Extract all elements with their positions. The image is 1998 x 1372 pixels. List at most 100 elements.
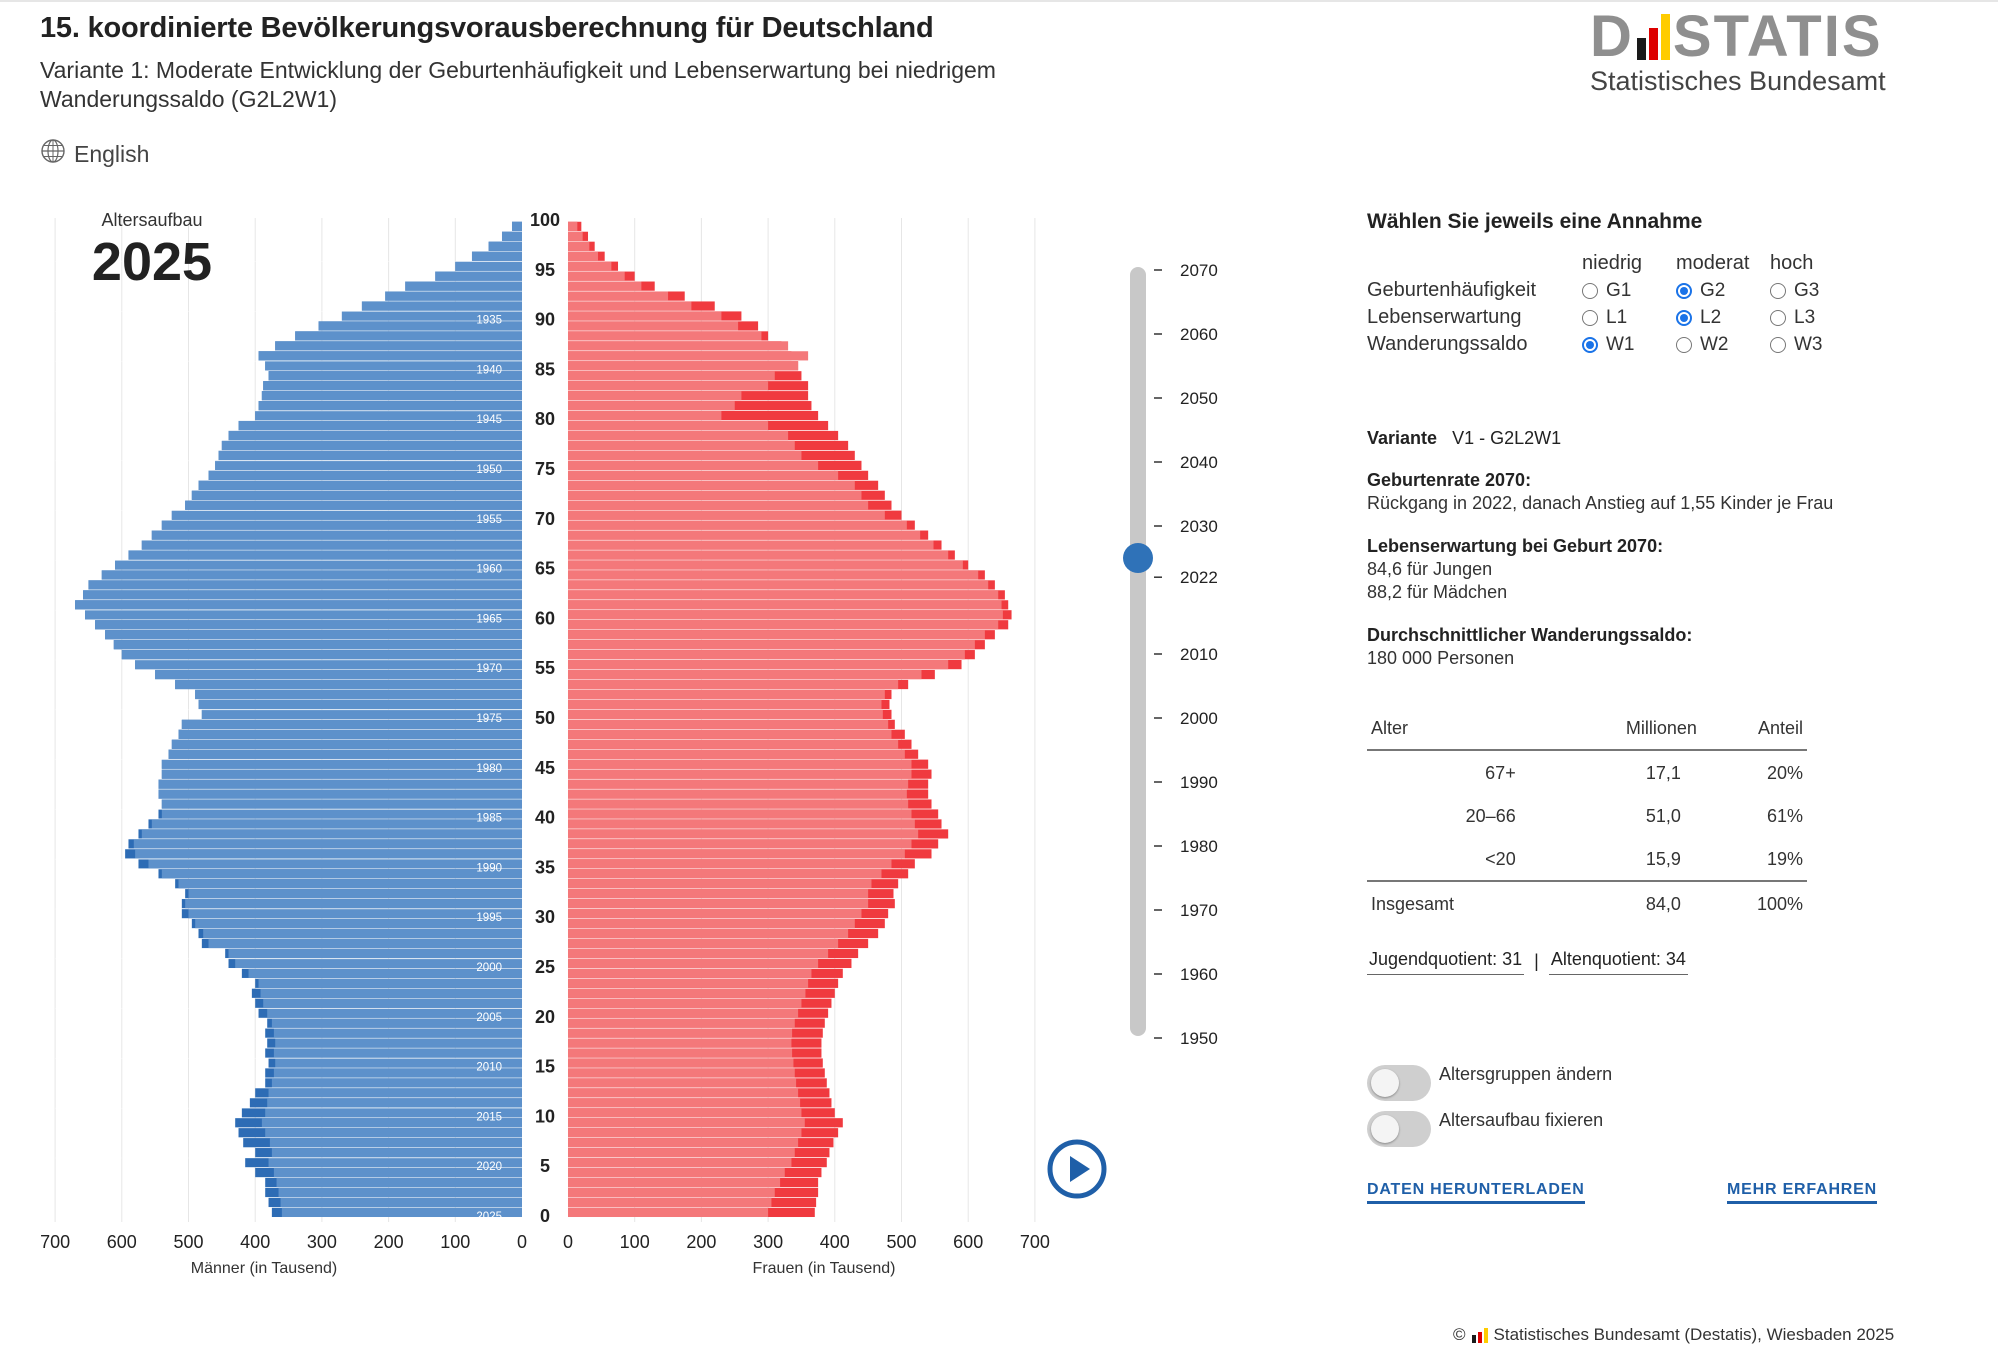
bar-women bbox=[568, 739, 899, 749]
year-timeline-slider[interactable]: 2070 2060 2050 2040 2030 2022 2010 2000 1990 1980… bbox=[1110, 260, 1260, 1060]
age-tick-label: 95 bbox=[535, 260, 555, 280]
timeline-year-label: 1960 bbox=[1180, 965, 1218, 984]
radio-g3[interactable]: G3 bbox=[1770, 279, 1850, 302]
x-tick-women: 300 bbox=[753, 1232, 783, 1252]
bar-women bbox=[568, 1207, 769, 1217]
bar-men bbox=[151, 819, 522, 829]
radio-dot[interactable] bbox=[1582, 309, 1598, 326]
birth-year-label: 1960 bbox=[476, 564, 502, 576]
bar-men bbox=[269, 1138, 522, 1148]
bar-men bbox=[273, 1028, 522, 1038]
toggle-change-age-groups[interactable]: Altersgruppen ändern bbox=[1367, 1064, 1907, 1101]
radio-l2[interactable]: L2 bbox=[1676, 306, 1770, 329]
life-expectancy-block: Lebenserwartung bei Geburt 2070: 84,6 fü… bbox=[1367, 535, 1907, 604]
col-age: Alter bbox=[1367, 710, 1546, 751]
bar-men bbox=[195, 918, 523, 929]
radio-l3[interactable]: L3 bbox=[1770, 306, 1850, 329]
destatis-logo[interactable]: D STATIS Statistisches Bundesamt bbox=[1590, 6, 1910, 97]
radio-label: W3 bbox=[1794, 333, 1823, 355]
cell-total-share: 100% bbox=[1700, 880, 1807, 925]
radio-dot[interactable] bbox=[1582, 282, 1598, 299]
bar-men bbox=[273, 1068, 522, 1078]
radio-dot[interactable] bbox=[1676, 336, 1692, 353]
bar-women bbox=[568, 709, 883, 719]
grid-spacer bbox=[1367, 252, 1582, 275]
age-tick-label: 75 bbox=[535, 459, 555, 479]
old-age-quotient[interactable]: Altenquotient: 34 bbox=[1548, 947, 1688, 975]
timeline-handle[interactable] bbox=[1123, 543, 1153, 573]
radio-dot[interactable] bbox=[1770, 282, 1786, 299]
bar-women bbox=[568, 679, 899, 690]
toggle-switch-fix-pyramid[interactable] bbox=[1367, 1111, 1431, 1147]
bar-men bbox=[471, 251, 522, 261]
radio-l1[interactable]: L1 bbox=[1582, 306, 1676, 329]
bar-men bbox=[258, 351, 522, 361]
play-button[interactable] bbox=[1046, 1138, 1108, 1200]
bar-women bbox=[568, 510, 885, 520]
bar-women bbox=[568, 371, 775, 381]
learn-more-link[interactable]: MEHR ERFAHREN bbox=[1727, 1181, 1877, 1204]
bar-women bbox=[568, 819, 915, 829]
migration-label: Durchschnittlicher Wanderungssaldo: bbox=[1367, 625, 1693, 645]
bar-men bbox=[276, 1177, 522, 1188]
x-tick-men: 500 bbox=[173, 1232, 203, 1252]
birth-year-label: 1985 bbox=[476, 813, 502, 825]
radio-dot[interactable] bbox=[1770, 336, 1786, 353]
toggle-label-fix-pyramid: Altersaufbau fixieren bbox=[1439, 1109, 1604, 1130]
radio-g2[interactable]: G2 bbox=[1676, 279, 1770, 302]
radio-dot[interactable] bbox=[1676, 282, 1692, 299]
age-tick-label: 60 bbox=[535, 608, 555, 628]
cell-share: 61% bbox=[1766, 806, 1803, 826]
bar-men bbox=[271, 1078, 522, 1088]
migration-block: Durchschnittlicher Wanderungssaldo: 180 … bbox=[1367, 624, 1907, 670]
bar-men bbox=[101, 570, 522, 580]
radio-dot[interactable] bbox=[1770, 309, 1786, 326]
settings-panel: Wählen Sie jeweils eine Annahme niedrig … bbox=[1367, 210, 1907, 1204]
youth-quotient[interactable]: Jugendquotient: 31 bbox=[1367, 947, 1525, 975]
birth-year-label: 1990 bbox=[476, 862, 502, 874]
radio-w2[interactable]: W2 bbox=[1676, 333, 1770, 356]
table-row: <20 15,9 19% bbox=[1367, 837, 1807, 881]
bar-men bbox=[263, 998, 522, 1008]
toggle-fix-pyramid[interactable]: Altersaufbau fixieren bbox=[1367, 1109, 1907, 1147]
download-data-link[interactable]: DATEN HERUNTERLADEN bbox=[1367, 1181, 1585, 1204]
radio-label: W2 bbox=[1700, 333, 1729, 355]
x-tick-men: 300 bbox=[307, 1232, 337, 1252]
bar-men bbox=[385, 291, 522, 301]
age-tick-label: 100 bbox=[530, 210, 560, 230]
bar-men bbox=[85, 610, 523, 620]
bar-women bbox=[568, 998, 802, 1008]
logo-letter-d: D bbox=[1590, 4, 1634, 69]
birth-year-label: 1980 bbox=[476, 763, 502, 775]
bar-women bbox=[568, 1128, 802, 1138]
radio-w3[interactable]: W3 bbox=[1770, 333, 1850, 356]
radio-dot[interactable] bbox=[1676, 309, 1692, 326]
radio-g1[interactable]: G1 bbox=[1582, 279, 1676, 302]
age-tick-label: 55 bbox=[535, 658, 555, 678]
bar-women bbox=[568, 1138, 799, 1148]
bar-women bbox=[568, 301, 692, 311]
toggle-switch-age-groups[interactable] bbox=[1367, 1065, 1431, 1101]
bar-men bbox=[161, 869, 522, 879]
radio-dot[interactable] bbox=[1582, 336, 1598, 353]
bar-men bbox=[341, 311, 522, 321]
bar-women bbox=[568, 879, 872, 889]
bar-women bbox=[568, 918, 855, 929]
bar-women bbox=[568, 699, 882, 710]
bar-women bbox=[568, 978, 809, 988]
bar-women bbox=[568, 281, 642, 291]
bar-men bbox=[405, 281, 522, 291]
age-tick-label: 15 bbox=[535, 1057, 555, 1077]
bar-women bbox=[568, 869, 882, 879]
timeline-year-label: 2000 bbox=[1180, 709, 1218, 728]
bar-women bbox=[568, 938, 839, 949]
language-switch[interactable]: English bbox=[40, 138, 149, 170]
bar-women bbox=[568, 928, 849, 939]
bar-men bbox=[161, 520, 522, 530]
birth-year-label: 1965 bbox=[476, 613, 502, 625]
bar-men bbox=[171, 739, 522, 749]
radio-w1[interactable]: W1 bbox=[1582, 333, 1676, 356]
bar-men bbox=[185, 899, 523, 909]
bar-men bbox=[208, 470, 522, 480]
bar-women bbox=[568, 271, 625, 281]
